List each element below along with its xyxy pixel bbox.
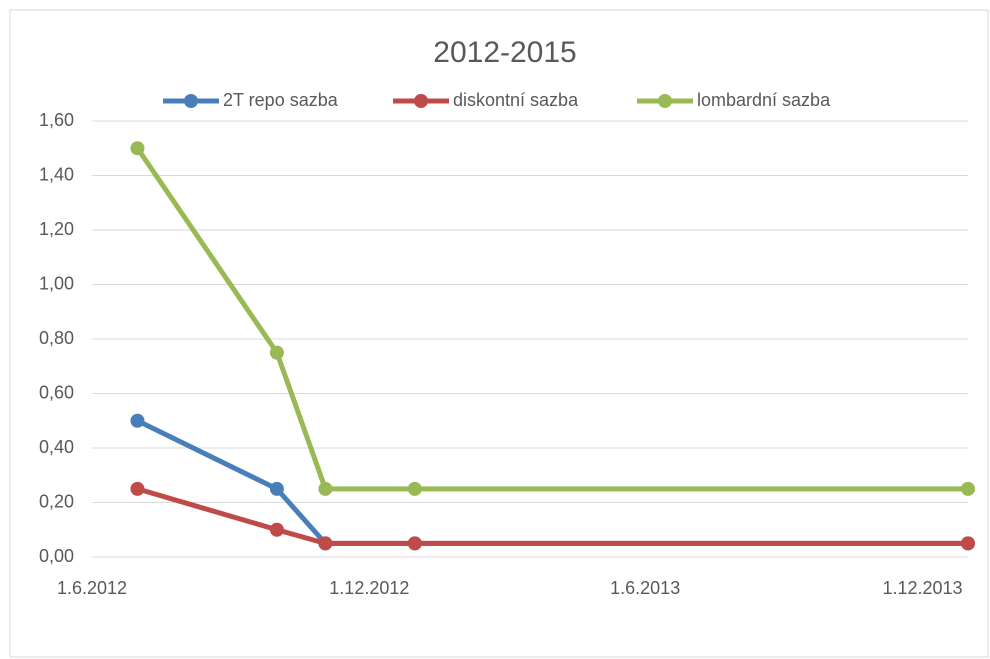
data-point: [130, 481, 145, 496]
y-tick-label: 0,60: [39, 382, 74, 402]
chart-title: 2012-2015: [433, 36, 576, 69]
legend-marker: [414, 94, 428, 108]
y-tick-label: 0,00: [39, 546, 74, 566]
data-point: [269, 345, 284, 360]
x-tick-label: 1.12.2012: [329, 578, 409, 598]
y-tick-label: 0,20: [39, 491, 74, 511]
data-point: [269, 522, 284, 537]
legend-label: diskontní sazba: [453, 90, 579, 110]
data-point: [130, 413, 145, 428]
y-tick-label: 1,20: [39, 219, 74, 239]
chart-border: [9, 9, 989, 658]
data-point: [269, 481, 284, 496]
y-tick-label: 0,40: [39, 437, 74, 457]
y-tick-label: 0,80: [39, 328, 74, 348]
y-tick-label: 1,60: [39, 110, 74, 130]
data-point: [130, 141, 145, 156]
x-tick-label: 1.6.2013: [610, 578, 680, 598]
legend-label: 2T repo sazba: [223, 90, 339, 110]
data-point: [961, 481, 975, 496]
y-tick-label: 1,00: [39, 273, 74, 293]
y-tick-label: 1,40: [39, 164, 74, 184]
x-tick-label: 1.6.2012: [57, 578, 127, 598]
legend-marker: [184, 94, 198, 108]
data-point: [318, 536, 333, 551]
data-point: [407, 536, 422, 551]
data-point: [318, 481, 333, 496]
x-tick-label: 1.12.2013: [882, 578, 962, 598]
data-point: [407, 481, 422, 496]
legend-label: lombardní sazba: [697, 90, 831, 110]
data-point: [961, 536, 975, 551]
legend-marker: [658, 94, 672, 108]
